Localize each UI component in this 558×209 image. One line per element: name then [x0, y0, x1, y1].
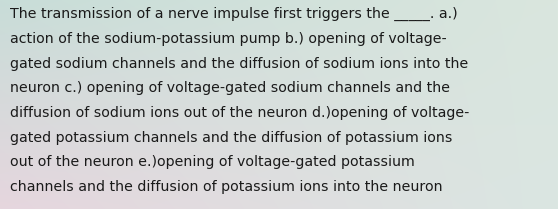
Text: The transmission of a nerve impulse first triggers the _____. a.): The transmission of a nerve impulse firs…: [10, 7, 458, 22]
Text: neuron c.) opening of voltage-gated sodium channels and the: neuron c.) opening of voltage-gated sodi…: [10, 81, 450, 95]
Text: action of the sodium-potassium pump b.) opening of voltage-: action of the sodium-potassium pump b.) …: [10, 32, 447, 46]
Text: out of the neuron e.)opening of voltage-gated potassium: out of the neuron e.)opening of voltage-…: [10, 155, 415, 169]
Text: diffusion of sodium ions out of the neuron d.)opening of voltage-: diffusion of sodium ions out of the neur…: [10, 106, 469, 120]
Text: gated sodium channels and the diffusion of sodium ions into the: gated sodium channels and the diffusion …: [10, 57, 468, 71]
Text: channels and the diffusion of potassium ions into the neuron: channels and the diffusion of potassium …: [10, 180, 442, 194]
Text: gated potassium channels and the diffusion of potassium ions: gated potassium channels and the diffusi…: [10, 131, 453, 145]
